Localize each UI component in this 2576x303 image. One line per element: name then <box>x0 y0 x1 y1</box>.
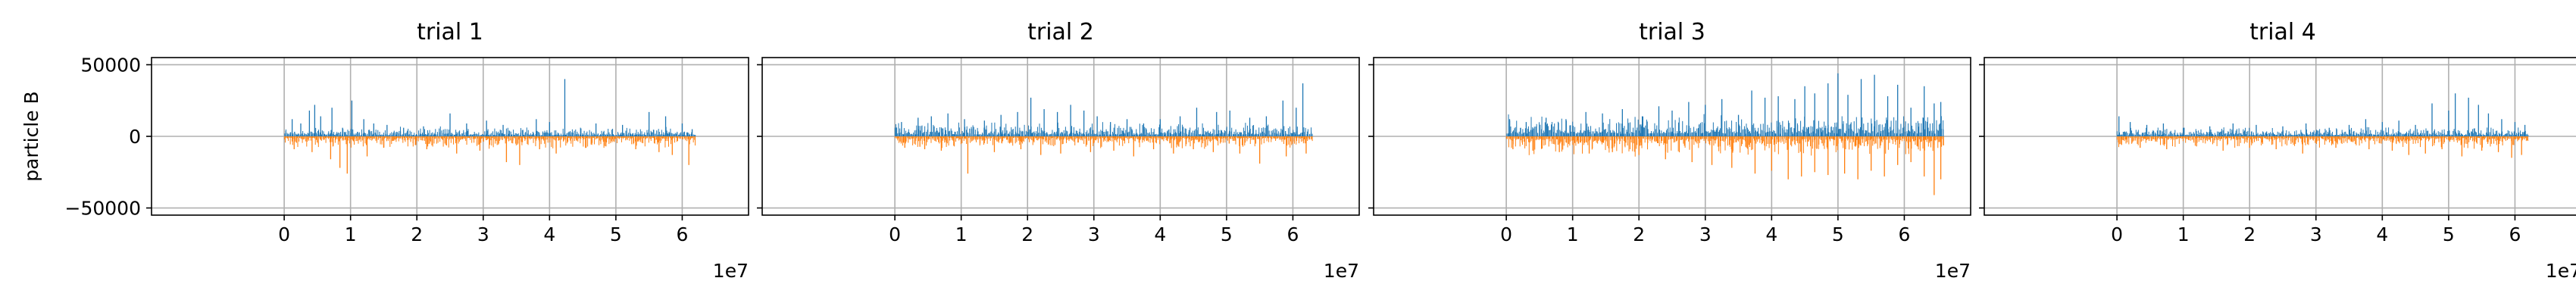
series-positive <box>284 79 696 136</box>
series-negative <box>284 136 696 174</box>
subplot-title: trial 3 <box>1639 19 1705 45</box>
x-tick-label: 4 <box>2376 223 2388 245</box>
subplot-title: trial 4 <box>2249 19 2316 45</box>
x-tick-label: 3 <box>1088 223 1100 245</box>
x-tick-label: 6 <box>2509 223 2521 245</box>
x-tick-label: 2 <box>1021 223 1033 245</box>
series-positive <box>2116 93 2529 136</box>
subplot-4: trial 4 0 1 2 3 4 5 6 1e7 <box>1979 19 2576 282</box>
subplot-3: trial 3 0 1 2 3 4 5 6 1e7 <box>1368 19 1971 282</box>
series-negative <box>894 136 1313 174</box>
x-tick-label: 6 <box>676 223 688 245</box>
x-tick-label: 0 <box>1500 223 1512 245</box>
y-tick-label: 0 <box>129 126 141 148</box>
x-tick-label: 0 <box>889 223 901 245</box>
y-axis-label: particle B <box>20 91 42 181</box>
x-offset-label: 1e7 <box>1935 260 1971 282</box>
x-tick-label: 5 <box>1221 223 1233 245</box>
x-tick-label: 6 <box>1286 223 1299 245</box>
x-tick-label: 1 <box>1567 223 1579 245</box>
y-tick-label: −50000 <box>65 198 141 220</box>
x-tick-label: 4 <box>1765 223 1777 245</box>
x-tick-label: 6 <box>1898 223 1910 245</box>
x-tick-label: 5 <box>1832 223 1844 245</box>
series-positive <box>1506 73 1944 136</box>
series-negative <box>1505 136 1944 195</box>
subplot-title: trial 2 <box>1027 19 1094 45</box>
x-offset-label: 1e7 <box>1324 260 1359 282</box>
subplot-2: trial 2 0 1 2 3 4 5 6 1e7 <box>757 19 1360 282</box>
x-tick-label: 3 <box>477 223 489 245</box>
x-tick-label: 1 <box>2177 223 2190 245</box>
x-tick-label: 5 <box>2443 223 2455 245</box>
x-tick-label: 2 <box>411 223 423 245</box>
x-tick-label: 4 <box>1154 223 1166 245</box>
x-offset-label: 1e7 <box>2546 260 2576 282</box>
subplot-1: trial 1 0 1 2 3 4 5 6 1e7 −50000 0 50000 <box>65 19 749 282</box>
subplot-title: trial 1 <box>417 19 483 45</box>
x-tick-label: 1 <box>955 223 968 245</box>
x-tick-label: 5 <box>610 223 622 245</box>
x-tick-label: 3 <box>2310 223 2322 245</box>
x-tick-label: 0 <box>278 223 290 245</box>
x-tick-label: 4 <box>543 223 555 245</box>
x-tick-label: 0 <box>2111 223 2123 245</box>
x-tick-label: 3 <box>1699 223 1712 245</box>
x-tick-label: 1 <box>345 223 357 245</box>
x-tick-label: 2 <box>1633 223 1645 245</box>
x-tick-label: 2 <box>2243 223 2256 245</box>
y-tick-label: 50000 <box>80 54 141 76</box>
series-negative <box>2116 136 2529 158</box>
x-offset-label: 1e7 <box>713 260 749 282</box>
series-positive <box>894 83 1313 136</box>
